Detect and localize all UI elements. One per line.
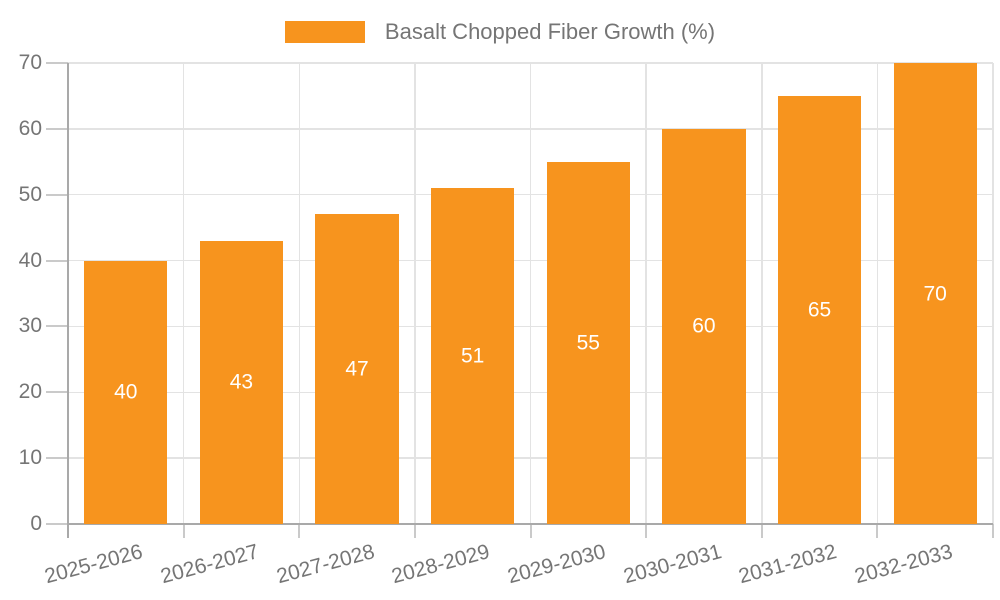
bar-value-label: 55 (576, 331, 600, 355)
x-tick (645, 524, 648, 538)
bar-value-label: 65 (807, 298, 832, 322)
legend-label: Basalt Chopped Fiber Growth (%) (384, 19, 716, 44)
bar (893, 63, 977, 524)
x-tick-label: 2031-2032 (736, 540, 840, 589)
x-tick (182, 524, 185, 538)
x-tick-label: 2029-2030 (505, 540, 609, 589)
y-tick-label: 40 (18, 248, 42, 272)
y-tick-label: 50 (18, 182, 42, 206)
y-tick-label: 0 (30, 512, 42, 536)
y-tick (46, 62, 68, 64)
bar-value-label: 70 (923, 282, 947, 305)
y-tick-label: 30 (18, 314, 42, 338)
bar (662, 128, 746, 524)
y-tick-label: 70 (18, 51, 42, 75)
bar (199, 240, 284, 524)
v-gridline (876, 63, 879, 524)
x-tick (760, 524, 763, 538)
v-gridline (992, 63, 994, 524)
y-tick (46, 127, 68, 130)
bar (777, 95, 862, 524)
x-tick-label: 2027-2028 (273, 540, 377, 589)
y-tick-label: 60 (18, 116, 42, 140)
v-gridline (761, 63, 763, 524)
x-tick (529, 524, 532, 538)
x-tick (992, 524, 994, 538)
bar (84, 260, 168, 524)
bar-value-label: 51 (461, 344, 485, 368)
x-tick-label: 2032-2033 (851, 540, 955, 589)
x-tick-label: 2030-2031 (620, 540, 724, 589)
bar (546, 161, 630, 524)
y-tick (46, 457, 68, 460)
x-tick (298, 524, 301, 538)
y-axis-line (67, 63, 69, 538)
v-gridline (182, 63, 185, 524)
bar (315, 214, 399, 524)
bar-value-label: 43 (229, 370, 254, 394)
v-gridline (529, 63, 532, 524)
v-gridline (298, 63, 300, 524)
v-gridline (645, 63, 647, 524)
x-tick-label: 2025-2026 (42, 540, 146, 589)
y-tick (46, 391, 68, 394)
bar-value-label: 60 (692, 314, 716, 338)
bar-value-label: 40 (114, 380, 138, 404)
bar-value-label: 47 (345, 357, 369, 381)
x-tick-label: 2028-2029 (389, 540, 493, 589)
bar (431, 188, 515, 524)
y-tick (46, 325, 68, 328)
x-tick (876, 524, 879, 538)
x-axis-line (68, 523, 993, 525)
y-tick-label: 10 (18, 446, 42, 470)
y-tick (46, 259, 68, 262)
x-tick-label: 2026-2027 (158, 540, 262, 589)
y-tick (46, 523, 68, 525)
v-gridline (414, 63, 416, 524)
y-tick (46, 193, 68, 196)
y-tick-label: 20 (18, 380, 42, 404)
legend: Basalt Chopped Fiber Growth (%) (0, 14, 1000, 50)
legend-swatch (284, 21, 365, 43)
x-tick (413, 524, 416, 538)
